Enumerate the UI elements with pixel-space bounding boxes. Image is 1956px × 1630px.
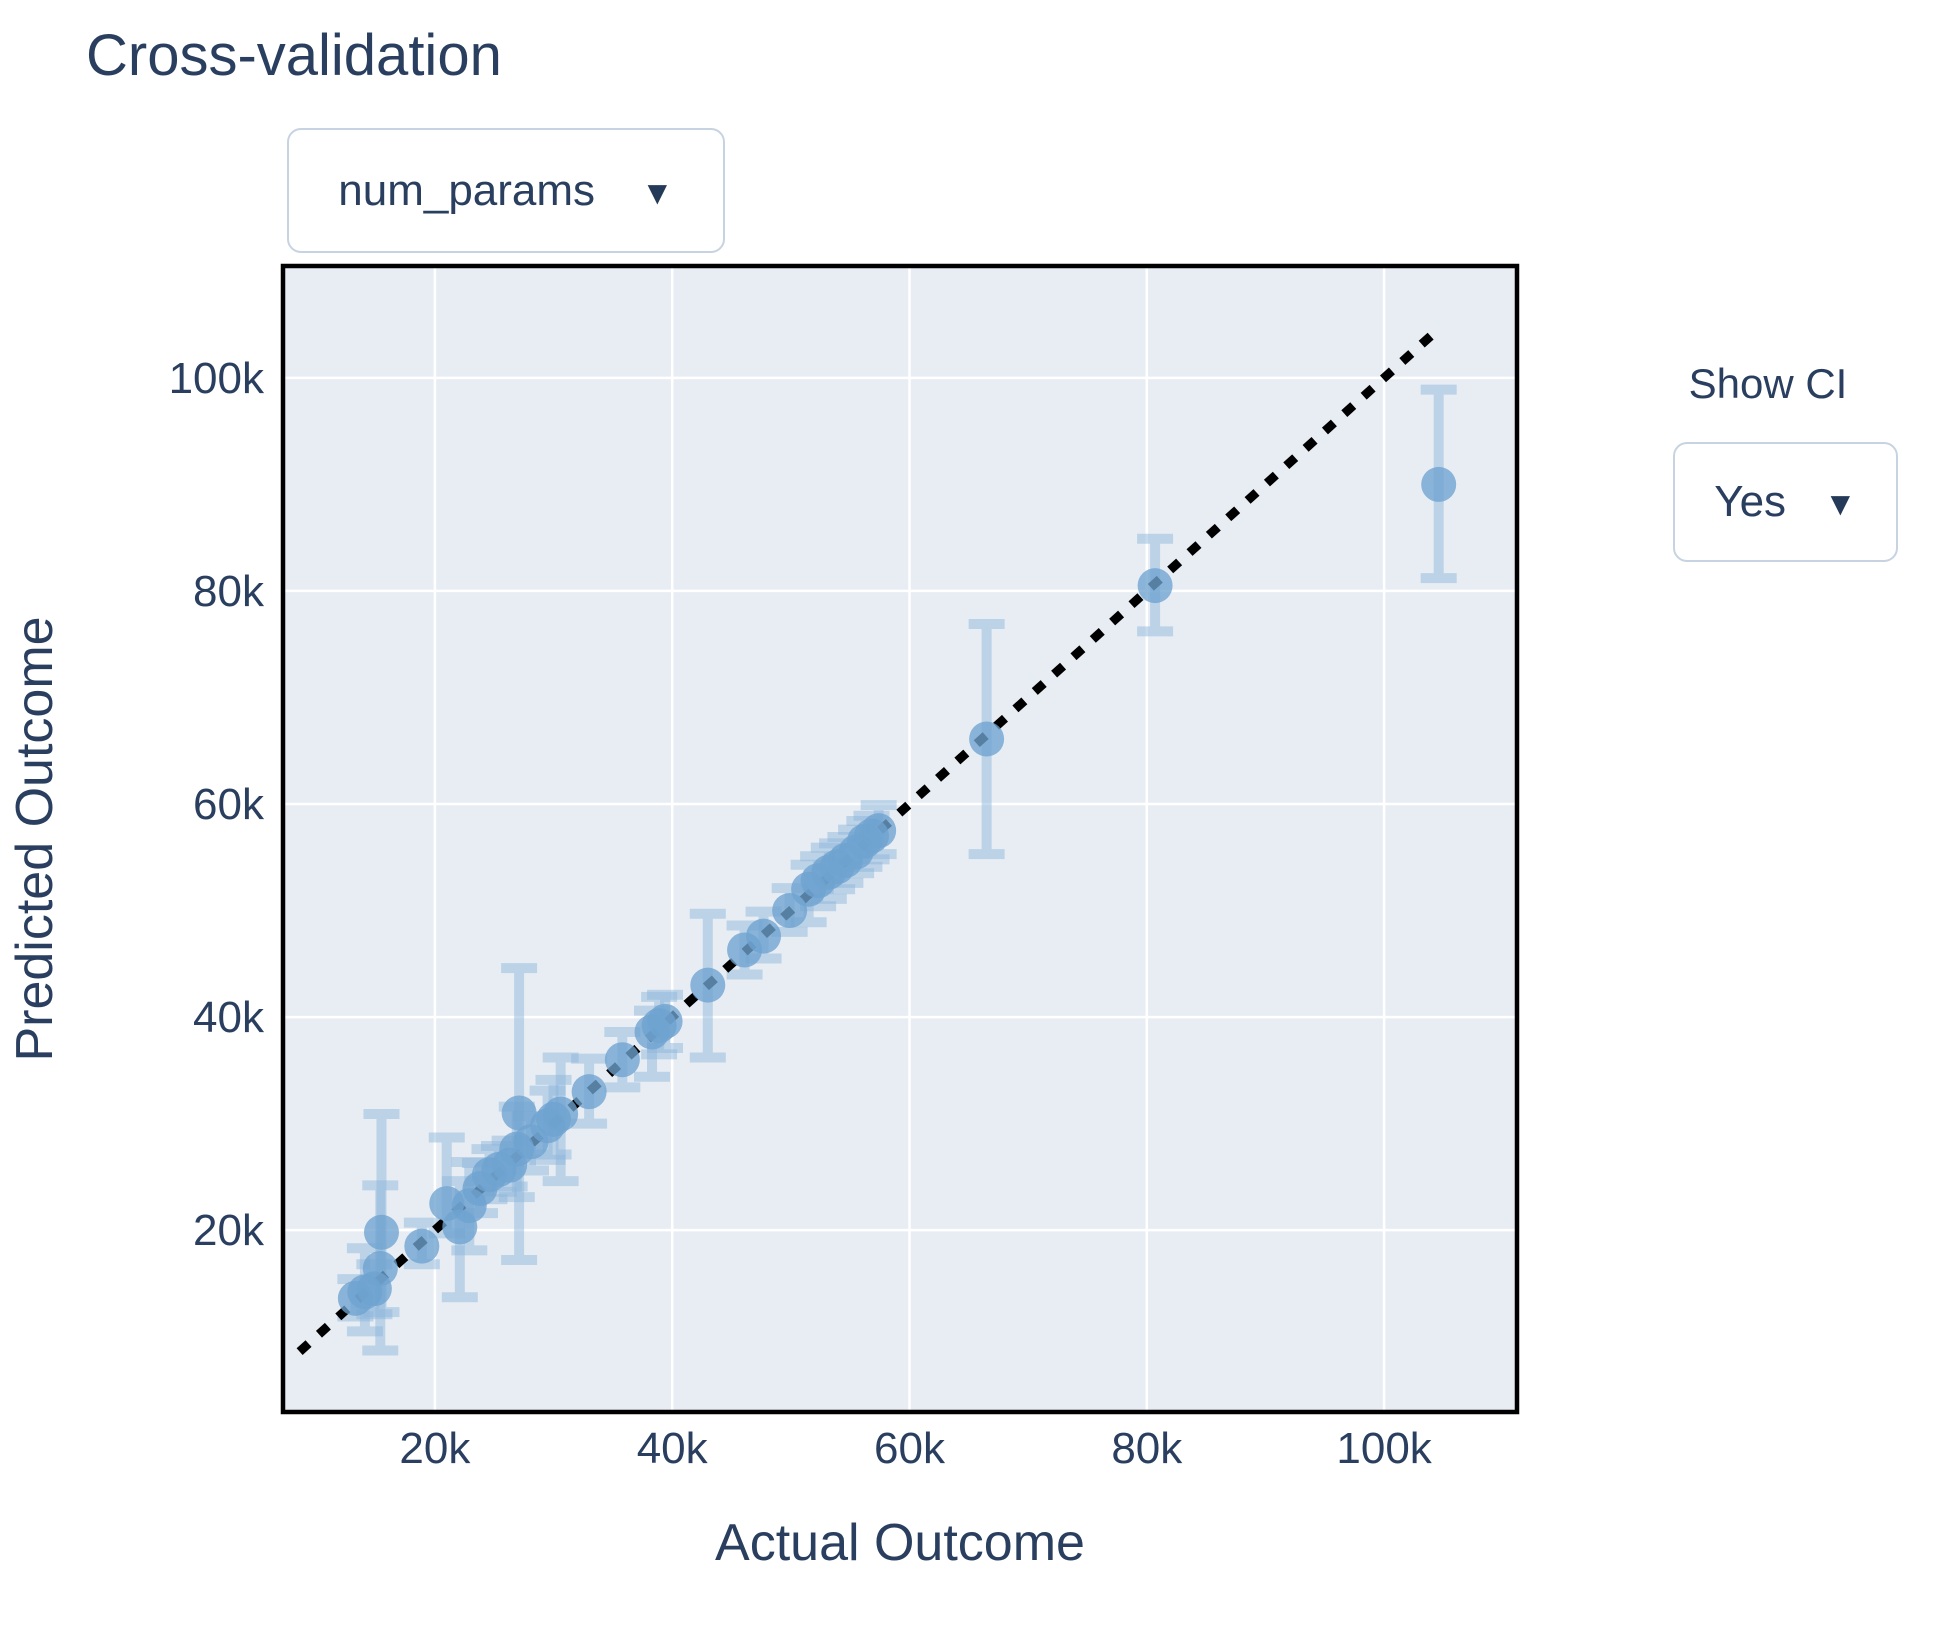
plot-border xyxy=(280,263,1520,1415)
page-title: Cross-validation xyxy=(86,23,502,88)
y-axis-title: Predicted Outcome xyxy=(6,616,64,1061)
x-tick-label: 100k xyxy=(1336,1424,1432,1473)
caret-down-icon: ▼ xyxy=(1824,485,1857,522)
x-tick-label: 80k xyxy=(1111,1424,1183,1473)
data-point[interactable] xyxy=(604,1042,640,1078)
data-point[interactable] xyxy=(571,1074,607,1110)
data-point[interactable] xyxy=(690,967,726,1003)
plot-layer xyxy=(280,263,1520,1415)
data-point[interactable] xyxy=(969,721,1005,757)
y-tick-label: 80k xyxy=(193,567,265,616)
y-tick-label: 40k xyxy=(193,993,265,1042)
param-dropdown-value: num_params xyxy=(338,165,596,215)
data-point[interactable] xyxy=(404,1228,440,1264)
x-tick-label: 40k xyxy=(637,1424,709,1473)
x-tick-label: 20k xyxy=(399,1424,471,1473)
data-point[interactable] xyxy=(543,1096,579,1132)
plot-background xyxy=(283,266,1517,1412)
data-point[interactable] xyxy=(362,1250,398,1286)
caret-down-icon: ▼ xyxy=(641,173,674,211)
data-point[interactable] xyxy=(501,1095,537,1131)
show-ci-dropdown[interactable]: Yes ▼ xyxy=(1673,442,1898,562)
data-point[interactable] xyxy=(746,918,782,954)
y-tick-label: 100k xyxy=(169,354,265,403)
show-ci-label: Show CI xyxy=(1688,360,1848,407)
y-tick-label: 20k xyxy=(193,1206,265,1255)
x-tick-label: 60k xyxy=(874,1424,946,1473)
x-axis-title: Actual Outcome xyxy=(715,1514,1085,1572)
data-point[interactable] xyxy=(861,813,897,849)
data-point[interactable] xyxy=(363,1214,399,1250)
param-dropdown[interactable]: num_params ▼ xyxy=(287,128,725,253)
data-point[interactable] xyxy=(647,1003,683,1039)
show-ci-value: Yes xyxy=(1714,477,1787,526)
data-point[interactable] xyxy=(1137,568,1173,604)
data-point[interactable] xyxy=(1421,466,1457,502)
tick-layer: 20k 40k 60k 80k 100k 20k 40k 60k 80k 100k xyxy=(169,354,1433,1473)
y-tick-label: 60k xyxy=(193,780,265,829)
